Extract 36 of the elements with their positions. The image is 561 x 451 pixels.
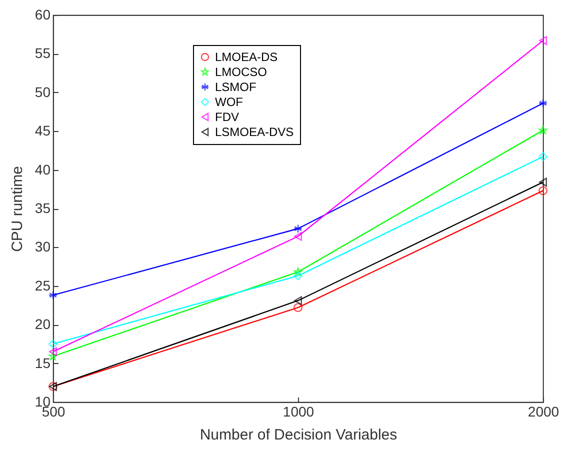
point [538,98,548,108]
y-tick-label: 15 [34,354,51,371]
legend-label: WOF [215,95,243,109]
y-axis-title: CPU runtime [8,166,26,252]
legend-label: FDV [215,110,239,124]
point [538,126,548,134]
point [539,178,547,187]
y-tick-label: 20 [34,316,51,332]
point [294,271,302,280]
x-tick-label: 1000 [282,404,314,420]
point [538,186,548,196]
point [294,296,302,306]
legend-label: LSMOEA-DVS [215,125,294,139]
y-tick-label: 50 [34,84,51,100]
legend-label: LMOEA-DS [215,50,278,64]
point [294,232,302,241]
point [48,290,58,300]
point [49,347,57,356]
y-tick-label: 35 [34,200,51,216]
x-tick-label: 2000 [528,404,560,420]
point [538,152,548,162]
point [48,352,58,360]
legend-label: LMOCSO [215,65,268,79]
y-tick-label: 40 [34,161,51,178]
y-tick-label: 60 [34,6,51,22]
point [539,36,547,46]
point [294,224,302,234]
y-tick-label: 55 [34,45,51,62]
legend-label: LSMOF [215,80,256,94]
y-tick-label: 25 [34,277,51,294]
y-tick-label: 30 [34,238,51,255]
x-axis-title: Number of Decision Variables [200,426,398,444]
point [48,339,58,348]
y-tick-label: 45 [34,122,51,139]
point [294,267,302,276]
point [294,303,302,312]
